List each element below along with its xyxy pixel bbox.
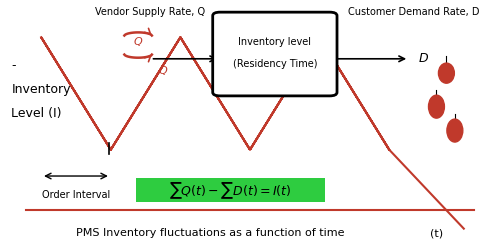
- Ellipse shape: [447, 119, 463, 142]
- Text: Level (I): Level (I): [12, 107, 62, 120]
- Text: Inventory level: Inventory level: [238, 37, 312, 47]
- Text: Q: Q: [158, 66, 168, 76]
- Text: Vendor Supply Rate, Q: Vendor Supply Rate, Q: [96, 7, 206, 17]
- Ellipse shape: [428, 95, 444, 118]
- Text: (Residency Time): (Residency Time): [232, 59, 317, 68]
- Text: D: D: [419, 52, 428, 65]
- Text: Inventory: Inventory: [12, 83, 71, 96]
- Text: Q: Q: [134, 37, 142, 47]
- FancyBboxPatch shape: [212, 12, 337, 96]
- Text: PMS Inventory fluctuations as a function of time: PMS Inventory fluctuations as a function…: [76, 228, 344, 238]
- Text: -: -: [12, 60, 16, 72]
- Text: Customer Demand Rate, D: Customer Demand Rate, D: [348, 7, 480, 17]
- Ellipse shape: [438, 63, 454, 83]
- Text: Order Interval: Order Interval: [42, 190, 110, 200]
- FancyBboxPatch shape: [136, 178, 324, 202]
- Text: (t): (t): [430, 228, 443, 238]
- Text: $\sum Q(t)-\sum D(t)=I(t)$: $\sum Q(t)-\sum D(t)=I(t)$: [169, 180, 292, 201]
